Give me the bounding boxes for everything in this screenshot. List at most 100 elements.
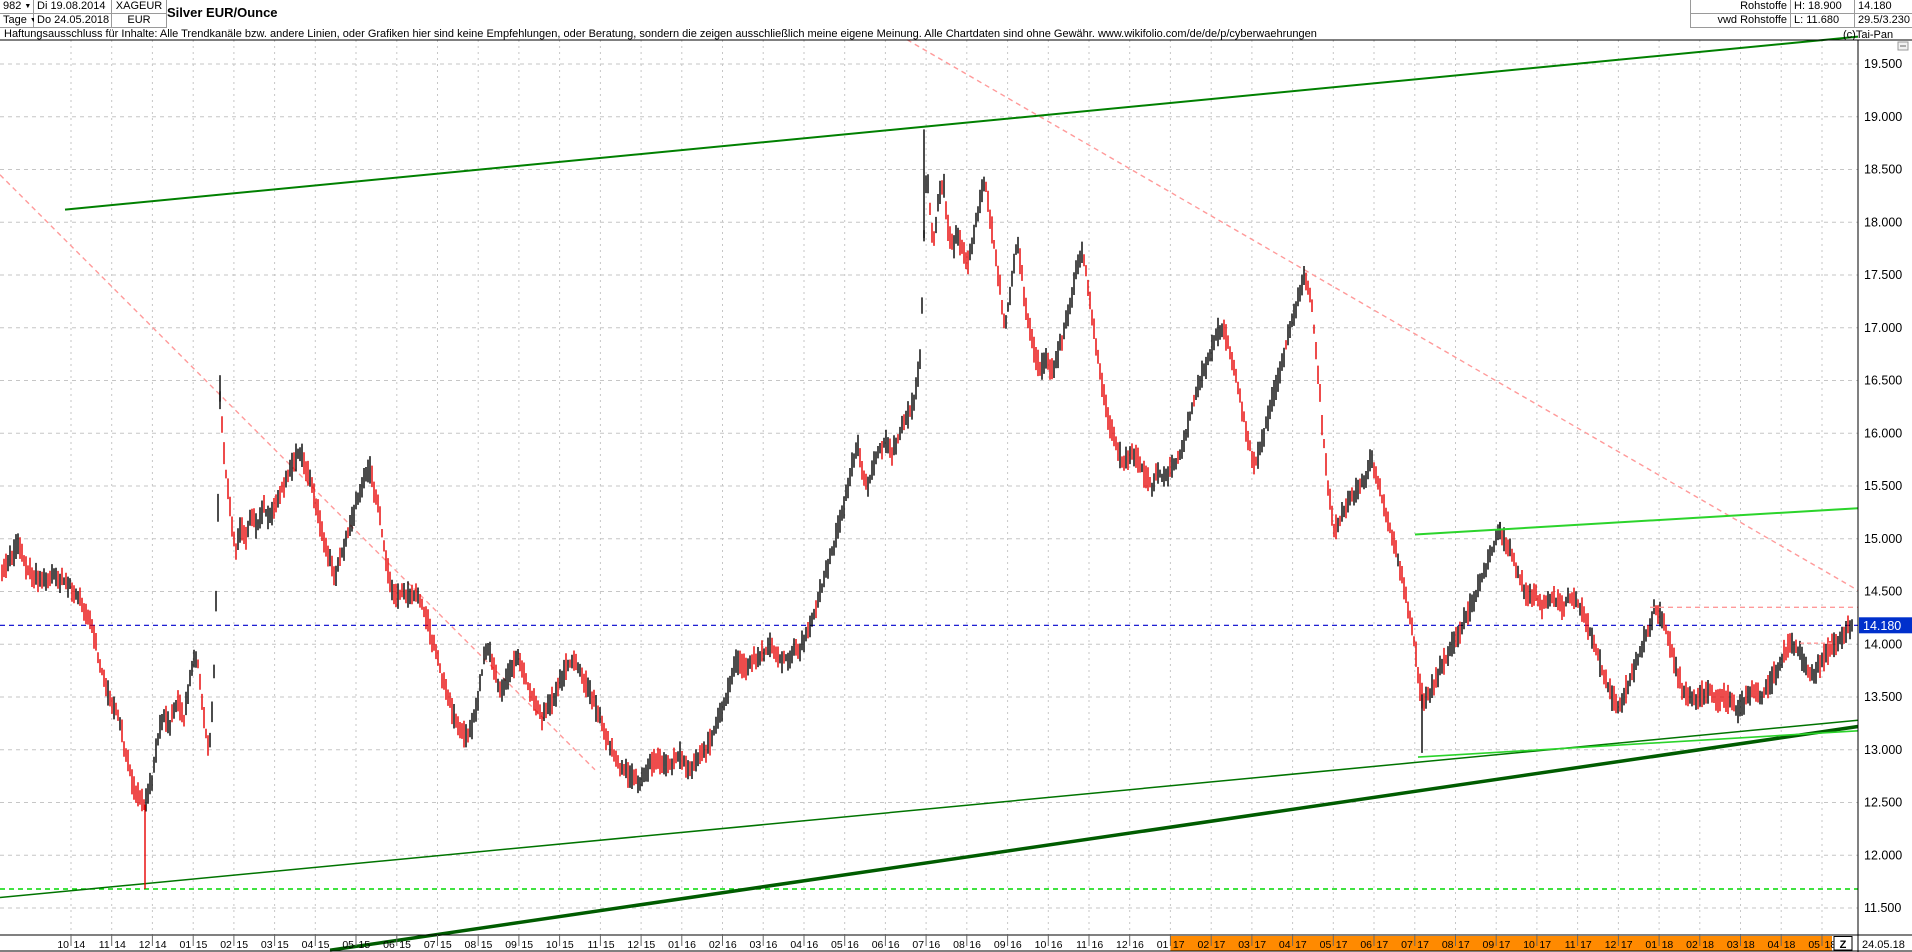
svg-text:18: 18 [1825, 939, 1837, 951]
svg-text:10: 10 [546, 939, 558, 951]
svg-text:17: 17 [1254, 939, 1266, 951]
svg-text:15: 15 [399, 939, 411, 951]
svg-text:11: 11 [587, 939, 598, 951]
svg-text:11.500: 11.500 [1864, 901, 1901, 915]
symbol-field: XAGEUR [112, 0, 167, 14]
svg-text:06: 06 [383, 939, 395, 951]
trendline-support-bright [1417, 730, 1859, 758]
svg-text:15: 15 [644, 939, 656, 951]
chart-number-dropdown[interactable]: 982 ▼ [0, 0, 34, 14]
svg-text:03: 03 [750, 939, 762, 951]
svg-text:18: 18 [1743, 939, 1755, 951]
svg-text:18.000: 18.000 [1864, 215, 1902, 229]
svg-text:01: 01 [1157, 939, 1169, 951]
svg-text:07: 07 [424, 939, 436, 951]
svg-text:10: 10 [1523, 939, 1535, 951]
svg-text:14.180: 14.180 [1863, 619, 1901, 633]
svg-text:12: 12 [1116, 939, 1128, 951]
svg-text:16: 16 [1051, 939, 1063, 951]
svg-text:18: 18 [1662, 939, 1674, 951]
svg-text:05: 05 [342, 939, 354, 951]
svg-text:15.000: 15.000 [1864, 532, 1902, 546]
zoom-button[interactable]: Z [1833, 936, 1853, 952]
end-date-label: 24.05.18 [1862, 939, 1905, 951]
svg-text:02: 02 [709, 939, 721, 951]
svg-text:15: 15 [196, 939, 208, 951]
svg-text:16: 16 [929, 939, 941, 951]
svg-text:14: 14 [74, 939, 86, 951]
svg-text:05: 05 [831, 939, 843, 951]
svg-text:17: 17 [1621, 939, 1633, 951]
svg-text:15: 15 [359, 939, 371, 951]
svg-text:17: 17 [1377, 939, 1389, 951]
last-price: 14.180 [1855, 0, 1912, 14]
svg-text:16: 16 [766, 939, 778, 951]
svg-text:13.000: 13.000 [1864, 743, 1902, 757]
currency-field: EUR [112, 14, 167, 28]
svg-text:01: 01 [1645, 939, 1657, 951]
svg-text:16.000: 16.000 [1864, 426, 1902, 440]
svg-text:09: 09 [994, 939, 1006, 951]
x-axis-labels: 10 14 11 14 12 14 01 15 02 15 03 15 04 15 05 15 06 15 07 15… [57, 935, 1836, 951]
svg-text:08: 08 [465, 939, 477, 951]
svg-text:17: 17 [1295, 939, 1307, 951]
svg-text:15: 15 [521, 939, 533, 951]
date-to-field[interactable]: Do 24.05.2018 [34, 14, 112, 28]
svg-text:14.500: 14.500 [1864, 585, 1902, 599]
svg-text:16: 16 [1132, 939, 1144, 951]
svg-text:Z: Z [1840, 939, 1847, 951]
svg-text:17.500: 17.500 [1864, 268, 1902, 282]
trendlines-over [1414, 507, 1859, 758]
window-high: H: 18.900 [1791, 0, 1855, 14]
svg-text:17: 17 [1580, 939, 1592, 951]
date-from-field[interactable]: Di 19.08.2014 [34, 0, 112, 14]
svg-text:16: 16 [888, 939, 900, 951]
trendline-downtrend-2016 [906, 39, 1859, 592]
svg-text:12: 12 [139, 939, 151, 951]
svg-text:06: 06 [872, 939, 884, 951]
svg-text:16.500: 16.500 [1864, 374, 1902, 388]
svg-text:17.000: 17.000 [1864, 321, 1902, 335]
svg-text:04: 04 [1279, 939, 1291, 951]
trendline-resistance-bright [1414, 507, 1859, 536]
svg-text:17: 17 [1499, 939, 1511, 951]
svg-text:05: 05 [1808, 939, 1820, 951]
svg-text:17: 17 [1417, 939, 1429, 951]
axis-collapse-icon[interactable] [1897, 41, 1909, 51]
svg-text:06: 06 [1360, 939, 1372, 951]
svg-text:05: 05 [1320, 939, 1332, 951]
svg-text:01: 01 [180, 939, 192, 951]
svg-text:11: 11 [1565, 939, 1576, 951]
svg-text:07: 07 [1401, 939, 1413, 951]
svg-text:19.500: 19.500 [1864, 57, 1902, 71]
svg-text:11: 11 [99, 939, 110, 951]
instrument-title: Silver EUR/Ounce [167, 5, 278, 20]
svg-text:04: 04 [790, 939, 802, 951]
svg-text:02: 02 [1686, 939, 1698, 951]
current-price-label: 14.180 [1859, 617, 1912, 634]
svg-text:15: 15 [277, 939, 289, 951]
svg-text:16: 16 [725, 939, 737, 951]
chevron-down-icon: ▼ [30, 17, 37, 24]
svg-text:02: 02 [220, 939, 232, 951]
svg-text:15: 15 [481, 939, 493, 951]
copyright-label: (c)Tai-Pan [1843, 29, 1894, 41]
svg-text:09: 09 [1483, 939, 1495, 951]
svg-text:12.000: 12.000 [1864, 848, 1902, 862]
svg-text:17: 17 [1214, 939, 1226, 951]
svg-text:11: 11 [1076, 939, 1087, 951]
svg-text:15.500: 15.500 [1864, 479, 1902, 493]
svg-text:16: 16 [847, 939, 859, 951]
chart-borders [0, 39, 1912, 952]
svg-text:17: 17 [1336, 939, 1348, 951]
svg-text:12: 12 [1605, 939, 1617, 951]
gridlines [0, 40, 1858, 935]
svg-text:10: 10 [1035, 939, 1047, 951]
svg-text:03: 03 [261, 939, 273, 951]
y-axis-labels: 19.500 19.000 18.500 18.000 17.500 17.000 16.5… [1864, 57, 1902, 915]
timeframe-dropdown[interactable]: Tage▼ [0, 14, 37, 28]
svg-text:14.000: 14.000 [1864, 637, 1902, 651]
svg-text:08: 08 [953, 939, 965, 951]
svg-text:17: 17 [1458, 939, 1470, 951]
